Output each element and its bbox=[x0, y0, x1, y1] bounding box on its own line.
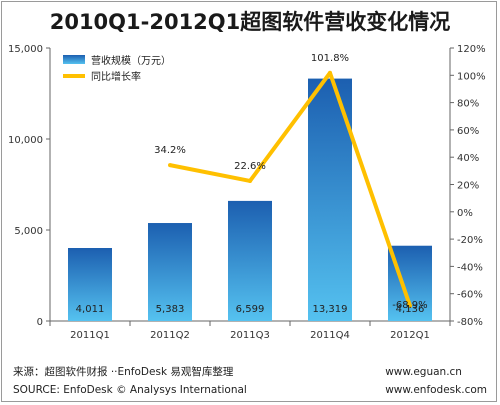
revenue-bar bbox=[228, 200, 272, 321]
revenue-bar-label: 13,319 bbox=[313, 304, 348, 315]
y-right-tick-label: -40% bbox=[457, 262, 483, 273]
revenue-bar-label: 4,011 bbox=[76, 304, 105, 315]
growth-point bbox=[328, 70, 332, 75]
growth-label: 22.6% bbox=[234, 161, 266, 172]
growth-label: -68.9% bbox=[392, 300, 427, 311]
y-right-tick-label: 40% bbox=[457, 153, 479, 164]
y-right-tick-label: -80% bbox=[457, 317, 483, 328]
site-enfodesk: www.enfodesk.com bbox=[385, 384, 487, 396]
x-tick-label: 2011Q4 bbox=[310, 330, 350, 341]
y-left-tick-label: 15,000 bbox=[8, 44, 43, 55]
y-left-tick-label: 5,000 bbox=[14, 226, 43, 237]
growth-point bbox=[248, 178, 252, 183]
revenue-bar-label: 6,599 bbox=[236, 304, 265, 315]
source-cn: 来源：超图软件财报 ··EnfoDesk 易观智库整理 bbox=[13, 366, 234, 378]
growth-label: 34.2% bbox=[154, 145, 186, 156]
growth-line bbox=[169, 70, 412, 307]
y-right-tick-label: 60% bbox=[457, 126, 479, 137]
growth-label: 101.8% bbox=[311, 53, 349, 64]
y-right-tick-label: 100% bbox=[457, 71, 486, 82]
revenue-bar-label: 5,383 bbox=[156, 304, 185, 315]
growth-point bbox=[168, 163, 172, 168]
source-en: SOURCE: EnfoDesk © Analysys Internationa… bbox=[13, 384, 247, 396]
footer-source: 来源：超图软件财报 ··EnfoDesk 易观智库整理 SOURCE: Enfo… bbox=[13, 363, 247, 399]
revenue-bar bbox=[148, 223, 192, 321]
revenue-bar bbox=[68, 247, 112, 321]
legend-label-revenue: 营收规模（万元） bbox=[91, 54, 171, 67]
site-eguan: www.eguan.cn bbox=[385, 366, 462, 378]
revenue-bar-label: 4,136 bbox=[396, 304, 425, 315]
x-tick-label: 2011Q2 bbox=[150, 330, 190, 341]
x-tick-label: 2011Q1 bbox=[70, 330, 110, 341]
footer-sites: www.eguan.cn www.enfodesk.com bbox=[385, 363, 487, 399]
chart-title: 2010Q1-2012Q1超图软件营收变化情况 bbox=[49, 10, 451, 34]
y-left-tick-label: 0 bbox=[37, 317, 43, 328]
y-right-tick-label: -20% bbox=[457, 235, 483, 246]
growth-point bbox=[408, 303, 412, 308]
y-right-tick-label: -60% bbox=[457, 290, 483, 301]
y-right-tick-label: 0% bbox=[457, 208, 473, 219]
legend-label-growth: 同比增长率 bbox=[91, 70, 141, 83]
y-left-tick-label: 10,000 bbox=[8, 135, 43, 146]
x-tick-label: 2011Q3 bbox=[230, 330, 270, 341]
legend-swatch-revenue bbox=[63, 55, 85, 64]
y-right-tick-label: 20% bbox=[457, 181, 479, 192]
y-right-tick-label: 80% bbox=[457, 99, 479, 110]
x-tick-label: 2012Q1 bbox=[390, 330, 430, 341]
y-right-tick-label: 120% bbox=[457, 44, 486, 55]
